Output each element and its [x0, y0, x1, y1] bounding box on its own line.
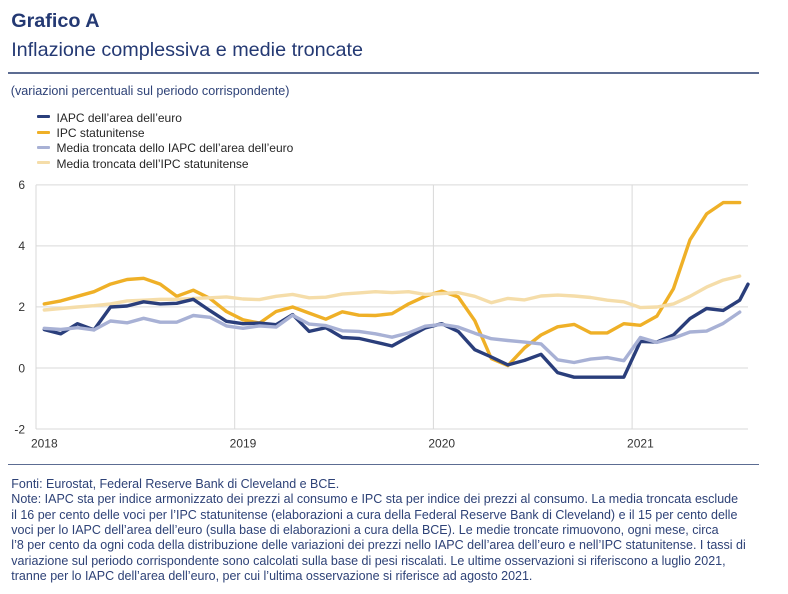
svg-text:2018: 2018	[31, 437, 58, 451]
svg-text:0: 0	[18, 361, 25, 375]
svg-text:4: 4	[18, 239, 25, 253]
svg-text:2: 2	[18, 300, 25, 314]
svg-text:2020: 2020	[428, 437, 455, 451]
svg-text:-2: -2	[14, 423, 25, 437]
svg-text:2019: 2019	[230, 437, 257, 451]
svg-text:6: 6	[18, 178, 25, 192]
svg-text:2021: 2021	[627, 437, 654, 451]
